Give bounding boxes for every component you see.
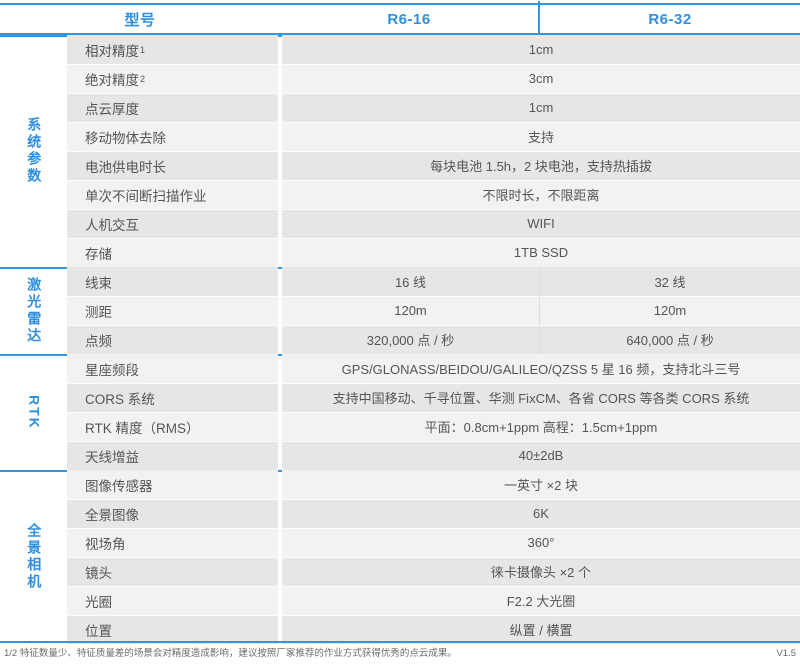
row-label: 全景图像 bbox=[67, 499, 278, 528]
table-row: 单次不间断扫描作业 不限时长，不限距离 bbox=[67, 180, 800, 209]
row-label: 相对精度 1 bbox=[67, 35, 278, 64]
section-rows: 星座频段 GPS/GLONASS/BEIDOU/GALILEO/QZSS 5 星 … bbox=[67, 354, 800, 470]
table-row: 星座频段 GPS/GLONASS/BEIDOU/GALILEO/QZSS 5 星 … bbox=[67, 354, 800, 383]
header-column-r6-32: R6-32 bbox=[648, 10, 692, 28]
row-value-shared: 360° bbox=[282, 528, 800, 557]
row-label: 移动物体去除 bbox=[67, 122, 278, 151]
row-value-r6-16: 320,000 点 / 秒 bbox=[282, 325, 540, 354]
row-value-shared: 1TB SSD bbox=[282, 238, 800, 267]
row-value-shared: 平面：0.8cm+1ppm 高程：1.5cm+1ppm bbox=[282, 412, 800, 441]
row-label: 点频 bbox=[67, 325, 278, 354]
row-value-r6-16: 16 线 bbox=[282, 267, 540, 296]
row-value-r6-32: 640,000 点 / 秒 bbox=[540, 325, 800, 354]
row-value-shared: 支持 bbox=[282, 122, 800, 151]
row-value-shared: 支持中国移动、千寻位置、华测 FixCM、各省 CORS 等各类 CORS 系统 bbox=[282, 383, 800, 412]
section-rows: 线束 16 线 32 线测距 120m 120m 点频 320,000 点 / 秒 640,0… bbox=[67, 267, 800, 354]
table-row: 天线增益 40±2dB bbox=[67, 441, 800, 470]
section-label-panoramic-camera: 全景相机 bbox=[0, 470, 67, 644]
row-label: 人机交互 bbox=[67, 209, 278, 238]
table-row: 光圈 F2.2 大光圈 bbox=[67, 586, 800, 615]
table-row: 存储 1TB SSD bbox=[67, 238, 800, 267]
row-value-shared: 40±2dB bbox=[282, 441, 800, 470]
row-value-shared: 每块电池 1.5h，2 块电池，支持热插拔 bbox=[282, 151, 800, 180]
version-label: V1.5 bbox=[776, 648, 796, 659]
row-value-shared: 1cm bbox=[282, 35, 800, 64]
table-header: 型号 R6-16 R6-32 bbox=[0, 5, 800, 33]
row-label: 图像传感器 bbox=[67, 470, 278, 499]
row-label: 点云厚度 bbox=[67, 93, 278, 122]
row-label: 星座频段 bbox=[67, 354, 278, 383]
header-rule bbox=[0, 33, 800, 35]
row-value-shared: 1cm bbox=[282, 93, 800, 122]
row-label: 电池供电时长 bbox=[67, 151, 278, 180]
row-label: 位置 bbox=[67, 615, 278, 644]
row-value-r6-16: 120m bbox=[282, 296, 540, 325]
section-label-rtk: RTK bbox=[0, 354, 67, 470]
footer-rule bbox=[0, 641, 800, 643]
table-row: 相对精度 1 1cm bbox=[67, 35, 800, 64]
row-label: 光圈 bbox=[67, 586, 278, 615]
header-column-r6-16: R6-16 bbox=[387, 10, 431, 28]
table-row: 绝对精度 2 3cm bbox=[67, 64, 800, 93]
footnote-marker: 2 bbox=[140, 73, 146, 84]
header-model-label: 型号 bbox=[124, 11, 156, 29]
section-rtk: RTK 星座频段 GPS/GLONASS/BEIDOU/GALILEO/QZSS 5… bbox=[0, 354, 800, 470]
table-row: 测距 120m 120m bbox=[67, 296, 800, 325]
row-label: 镜头 bbox=[67, 557, 278, 586]
top-rule bbox=[0, 3, 800, 5]
table-row: 位置 纵置 / 横置 bbox=[67, 615, 800, 644]
row-value-shared: 3cm bbox=[282, 64, 800, 93]
row-label: 天线增益 bbox=[67, 441, 278, 470]
row-value-r6-32: 120m bbox=[540, 296, 800, 325]
table-row: 镜头 徕卡摄像头 ×2 个 bbox=[67, 557, 800, 586]
table-row: 视场角 360° bbox=[67, 528, 800, 557]
footnote-marker: 1 bbox=[140, 44, 146, 55]
section-rows: 相对精度 1 1cm 绝对精度 2 3cm 点云厚度 1cm 移动物体去除 支持 电池供电时长 每块电… bbox=[67, 35, 800, 267]
row-value-shared: WIFI bbox=[282, 209, 800, 238]
table-row: 点云厚度 1cm bbox=[67, 93, 800, 122]
table-row: 电池供电时长 每块电池 1.5h，2 块电池，支持热插拔 bbox=[67, 151, 800, 180]
row-value-shared: 6K bbox=[282, 499, 800, 528]
section-label-system-parameters: 系统参数 bbox=[0, 35, 67, 267]
header-column-divider bbox=[538, 1, 540, 33]
row-value-shared: 纵置 / 横置 bbox=[282, 615, 800, 644]
row-value-shared: 一英寸 ×2 块 bbox=[282, 470, 800, 499]
row-value-r6-32: 32 线 bbox=[540, 267, 800, 296]
table-row: 全景图像 6K bbox=[67, 499, 800, 528]
table-row: 点频 320,000 点 / 秒 640,000 点 / 秒 bbox=[67, 325, 800, 354]
row-label: 线束 bbox=[67, 267, 278, 296]
table-row: CORS 系统 支持中国移动、千寻位置、华测 FixCM、各省 CORS 等各类 … bbox=[67, 383, 800, 412]
section-label-text: RTK bbox=[26, 394, 43, 430]
section-system-parameters: 系统参数 相对精度 1 1cm 绝对精度 2 3cm 点云厚度 1cm 移动物体去除 支持 电池供电时… bbox=[0, 35, 800, 267]
table-row: 移动物体去除 支持 bbox=[67, 122, 800, 151]
section-label-text: 全景相机 bbox=[26, 523, 43, 591]
row-label: 测距 bbox=[67, 296, 278, 325]
footnote: 1/2 特征数量少、特征质量差的场景会对精度造成影响，建议按照厂家推荐的作业方式… bbox=[4, 648, 457, 659]
row-value-shared: 徕卡摄像头 ×2 个 bbox=[282, 557, 800, 586]
row-value-shared: 不限时长，不限距离 bbox=[282, 180, 800, 209]
row-label: 绝对精度 2 bbox=[67, 64, 278, 93]
table-row: 图像传感器 一英寸 ×2 块 bbox=[67, 470, 800, 499]
row-label: CORS 系统 bbox=[67, 383, 278, 412]
row-label: 存储 bbox=[67, 238, 278, 267]
section-panoramic-camera: 全景相机 图像传感器 一英寸 ×2 块全景图像 6K 视场角 360° 镜头 徕卡摄像头 ×2… bbox=[0, 470, 800, 644]
section-label-text: 系统参数 bbox=[26, 117, 43, 185]
table-row: 人机交互 WIFI bbox=[67, 209, 800, 238]
table-row: 线束 16 线 32 线 bbox=[67, 267, 800, 296]
table-row: RTK 精度（RMS） 平面：0.8cm+1ppm 高程：1.5cm+1ppm bbox=[67, 412, 800, 441]
row-value-shared: F2.2 大光圈 bbox=[282, 586, 800, 615]
section-label-lidar: 激光雷达 bbox=[0, 267, 67, 354]
row-label: 视场角 bbox=[67, 528, 278, 557]
row-label: 单次不间断扫描作业 bbox=[67, 180, 278, 209]
section-rows: 图像传感器 一英寸 ×2 块全景图像 6K 视场角 360° 镜头 徕卡摄像头 ×2 个光圈… bbox=[67, 470, 800, 644]
section-label-text: 激光雷达 bbox=[26, 276, 43, 345]
row-label: RTK 精度（RMS） bbox=[67, 412, 278, 441]
row-value-shared: GPS/GLONASS/BEIDOU/GALILEO/QZSS 5 星 16 频… bbox=[282, 354, 800, 383]
